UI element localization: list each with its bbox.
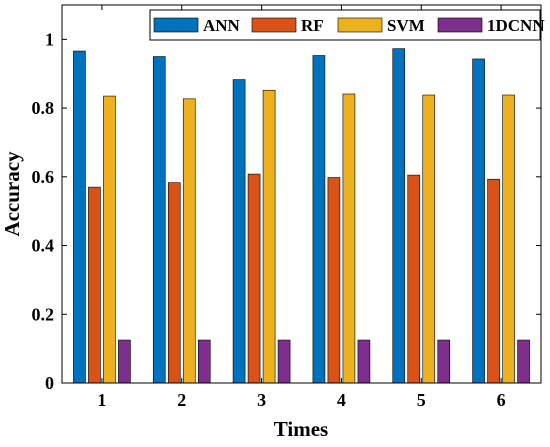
x-tick-label: 5 [417, 390, 426, 410]
x-tick-label: 6 [497, 390, 506, 410]
x-tick-label: 1 [97, 390, 106, 410]
legend-swatch-svm [337, 17, 383, 33]
legend-label-1dcnn: 1DCNN [487, 16, 545, 35]
legend-swatch-ann [153, 17, 199, 33]
axes-layer [61, 4, 542, 384]
legend-label-svm: SVM [387, 16, 425, 35]
bar-1dcnn-6 [517, 339, 530, 384]
bar-ann-1 [73, 50, 86, 384]
bar-rf-2 [167, 182, 181, 384]
bar-rf-1 [88, 186, 101, 384]
y-tick-label: 0.4 [32, 236, 55, 256]
legend-label-ann: ANN [203, 16, 241, 35]
bar-1dcnn-3 [277, 339, 291, 384]
bar-svm-2 [182, 98, 196, 384]
bar-1dcnn-2 [197, 339, 211, 384]
legend: ANN RF SVM 1DCNN [149, 9, 545, 41]
bar-1dcnn-4 [357, 339, 371, 384]
bar-1dcnn-5 [437, 339, 451, 384]
bar-rf-4 [327, 177, 341, 384]
bar-svm-5 [422, 94, 436, 384]
legend-label-rf: RF [301, 16, 324, 35]
y-axis-title: Accuracy [0, 151, 24, 237]
bar-svm-3 [262, 89, 276, 384]
x-tick-label: 3 [257, 390, 266, 410]
legend-swatch-rf [251, 17, 297, 33]
y-tick-label: 1 [45, 29, 54, 49]
bar-ann-6 [472, 58, 485, 384]
ticks-layer: 0 0.2 0.4 0.6 0.8 1 1 2 3 4 5 6 [32, 5, 541, 410]
bar-rf-6 [487, 178, 500, 384]
y-tick-label: 0.2 [32, 304, 55, 324]
plot-background [62, 5, 541, 383]
legend-swatch-1dcnn [437, 17, 483, 33]
bar-1dcnn-1 [118, 339, 131, 384]
bar-svm-4 [342, 93, 356, 384]
bar-ann-4 [312, 55, 326, 384]
x-axis-title: Times [274, 417, 328, 441]
bars-layer [73, 48, 530, 384]
bar-svm-6 [502, 94, 515, 384]
bar-rf-3 [247, 173, 261, 384]
bar-ann-5 [392, 48, 406, 384]
bar-svm-1 [103, 95, 116, 384]
x-tick-label: 4 [337, 390, 346, 410]
y-tick-label: 0.6 [32, 167, 55, 187]
bar-ann-3 [232, 79, 246, 384]
x-tick-label: 2 [177, 390, 186, 410]
bar-ann-2 [152, 56, 166, 384]
y-tick-label: 0 [45, 373, 54, 393]
bar-rf-5 [407, 174, 421, 384]
plot-frame [61, 4, 542, 384]
y-tick-label: 0.8 [32, 98, 55, 118]
